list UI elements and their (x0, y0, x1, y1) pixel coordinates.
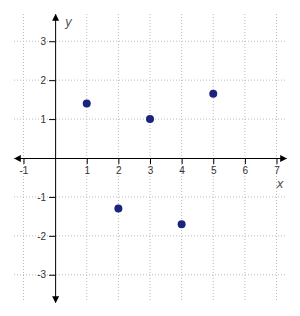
tick-mark (87, 158, 88, 164)
tick: -1 (37, 192, 55, 203)
y-axis: -3 -2 -1 1 2 3 (37, 15, 55, 303)
chart: -1 1 2 3 4 5 6 7 -3 -2 -1 1 2 3 x y (0, 0, 300, 316)
tick: -1 (20, 158, 29, 176)
tick-label: 2 (41, 75, 47, 86)
tick-label: -2 (37, 231, 46, 242)
grid-line (14, 235, 286, 236)
tick: 3 (41, 36, 56, 47)
tick: 1 (41, 114, 56, 125)
x-axis-label: x (275, 177, 284, 191)
tick-label: -1 (20, 165, 29, 176)
grid (14, 14, 286, 302)
point (209, 90, 217, 98)
tick: 1 (84, 158, 90, 176)
tick-mark (277, 158, 278, 164)
axis-line (55, 15, 56, 303)
tick-mark (49, 119, 55, 120)
tick: 3 (148, 158, 154, 176)
tick-label: 1 (84, 165, 90, 176)
tick: 2 (41, 75, 56, 86)
tick-mark (182, 158, 183, 164)
tick: 5 (211, 158, 217, 176)
point (114, 205, 122, 213)
tick-mark (49, 197, 55, 198)
tick-mark (49, 80, 55, 81)
tick: 2 (116, 158, 122, 176)
point (146, 115, 154, 123)
points (83, 90, 218, 228)
tick-mark (23, 158, 24, 164)
tick: -3 (37, 269, 55, 280)
tick: 7 (274, 158, 280, 176)
grid-line (14, 274, 286, 275)
tick-label: 7 (274, 165, 280, 176)
plot: -1 1 2 3 4 5 6 7 -3 -2 -1 1 2 3 x y (14, 14, 287, 303)
grid-line (14, 41, 286, 42)
tick-mark (49, 236, 55, 237)
tick-label: 3 (41, 36, 47, 47)
tick-label: 4 (179, 165, 185, 176)
tick: 6 (243, 158, 249, 176)
tick: -2 (37, 231, 55, 242)
point (83, 100, 91, 108)
point (178, 220, 186, 228)
tick-mark (150, 158, 151, 164)
tick-label: -1 (37, 192, 46, 203)
tick-label: 2 (116, 165, 122, 176)
tick-label: -3 (37, 269, 46, 280)
tick-mark (49, 275, 55, 276)
grid-line (14, 196, 286, 197)
tick-mark (49, 41, 55, 42)
tick-label: 6 (243, 165, 249, 176)
tick-mark (118, 158, 119, 164)
tick-mark (245, 158, 246, 164)
tick-mark (213, 158, 214, 164)
tick-label: 5 (211, 165, 217, 176)
tick-label: 3 (148, 165, 154, 176)
grid-line (14, 80, 286, 81)
tick-label: 1 (41, 114, 47, 125)
tick: 4 (179, 158, 185, 176)
y-axis-label: y (64, 15, 73, 29)
